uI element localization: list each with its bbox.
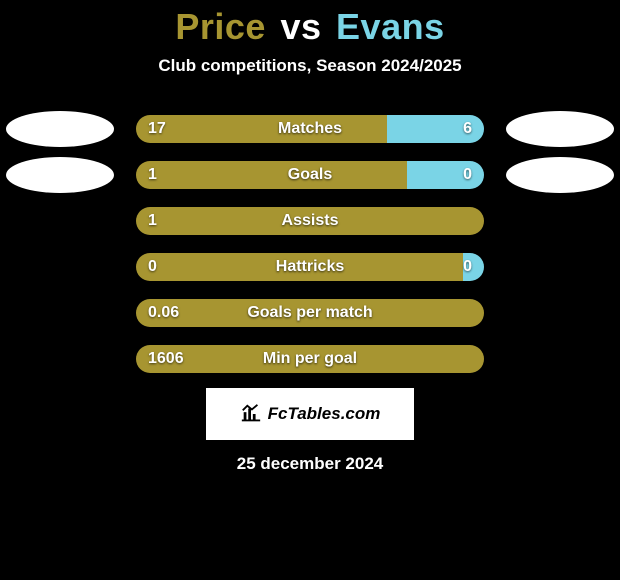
- stat-bar: 1Assists: [136, 207, 484, 235]
- player1-name: Price: [175, 6, 266, 47]
- date-label: 25 december 2024: [0, 454, 620, 474]
- stat-row: 0.06Goals per match: [0, 290, 620, 336]
- title-vs: vs: [280, 6, 321, 47]
- stat-bar: 0.06Goals per match: [136, 299, 484, 327]
- subtitle: Club competitions, Season 2024/2025: [0, 56, 620, 76]
- bar-segment-left: 1: [136, 207, 484, 235]
- stat-bar: 10Goals: [136, 161, 484, 189]
- bar-segment-right: 6: [387, 115, 484, 143]
- player1-ellipse: [6, 157, 114, 193]
- bar-segment-left: 17: [136, 115, 387, 143]
- stat-value-right: 6: [451, 120, 484, 138]
- source-badge[interactable]: FcTables.com: [206, 388, 414, 440]
- player2-ellipse: [506, 157, 614, 193]
- stat-value-left: 17: [136, 120, 178, 138]
- stat-bar: 176Matches: [136, 115, 484, 143]
- stat-value-left: 0.06: [136, 304, 191, 322]
- player2-ellipse: [506, 111, 614, 147]
- stat-bar: 1606Min per goal: [136, 345, 484, 373]
- stat-value-right: 0: [451, 166, 484, 184]
- bar-segment-left: 1: [136, 161, 407, 189]
- player1-ellipse: [6, 111, 114, 147]
- stat-value-left: 1: [136, 166, 169, 184]
- bar-segment-left: 0: [136, 253, 463, 281]
- stats-rows: 176Matches10Goals1Assists00Hattricks0.06…: [0, 106, 620, 382]
- bar-segment-right: 0: [463, 253, 484, 281]
- badge-text: FcTables.com: [268, 404, 381, 424]
- comparison-card: Price vs Evans Club competitions, Season…: [0, 0, 620, 580]
- stat-value-left: 1: [136, 212, 169, 230]
- stat-value-right: 0: [451, 258, 484, 276]
- stat-row: 176Matches: [0, 106, 620, 152]
- stat-value-left: 0: [136, 258, 169, 276]
- stat-bar: 00Hattricks: [136, 253, 484, 281]
- page-title: Price vs Evans: [0, 6, 620, 48]
- stat-row: 00Hattricks: [0, 244, 620, 290]
- stat-row: 1Assists: [0, 198, 620, 244]
- bar-segment-left: 1606: [136, 345, 484, 373]
- player2-name: Evans: [336, 6, 445, 47]
- stat-row: 10Goals: [0, 152, 620, 198]
- bar-segment-right: 0: [407, 161, 484, 189]
- bar-segment-left: 0.06: [136, 299, 484, 327]
- chart-icon: [240, 403, 262, 425]
- stat-value-left: 1606: [136, 350, 196, 368]
- stat-row: 1606Min per goal: [0, 336, 620, 382]
